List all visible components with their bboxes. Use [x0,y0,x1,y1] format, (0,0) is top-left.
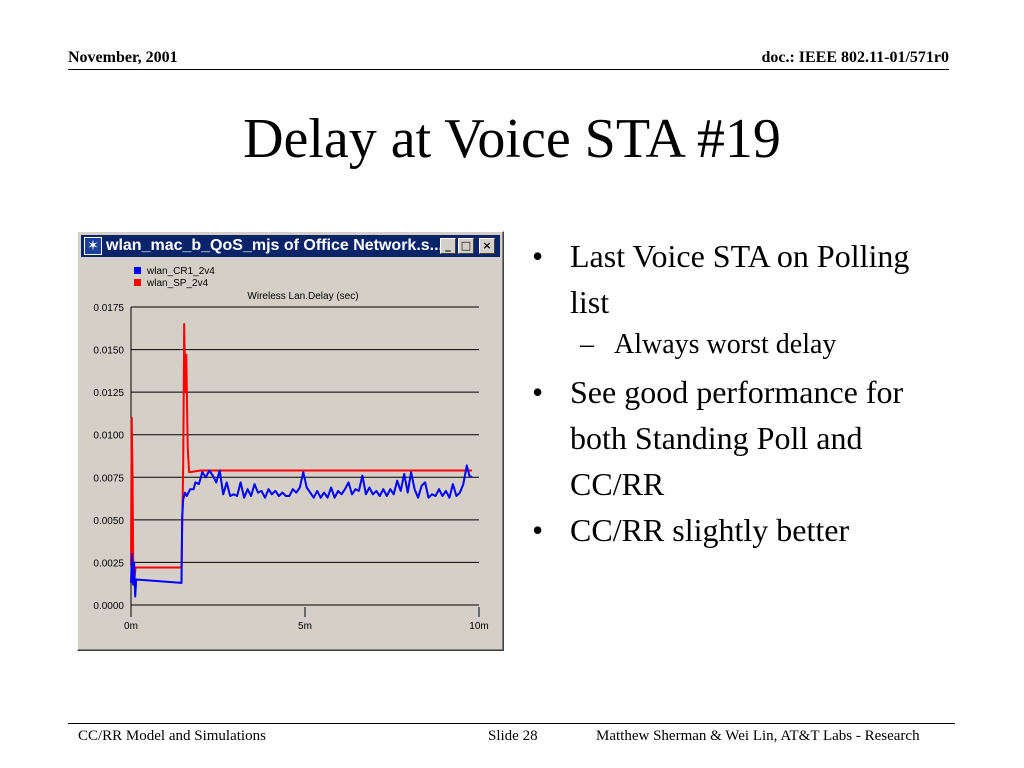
series-line-wlan_CR1_2v4 [130,464,473,598]
footer-rule [68,723,955,724]
y-tick-label: 0.0125 [93,388,124,399]
bullet-text: See good performance for both Standing P… [570,374,904,502]
minimize-button[interactable]: _ [440,238,456,254]
bullet-dot: • [532,512,544,548]
graph-panel: wlan_CR1_2v4 wlan_SP_2v4 Wireless Lan.Del… [81,259,500,647]
footer-slide-number: Slide 28 [488,728,538,744]
legend-swatch [134,279,141,286]
legend-label: wlan_CR1_2v4 [146,266,215,277]
header-date: November, 2001 [68,49,178,66]
window-title: wlan_mac_b_QoS_mjs of Office Network.s..… [106,237,443,254]
close-button[interactable]: × [479,238,495,254]
y-tick-label: 0.0075 [93,473,124,484]
bullet-list: • Last Voice STA on Polling list – Always w… [532,233,952,553]
slide-title: Delay at Voice STA #19 [243,108,781,170]
bullet-dot: • [532,374,544,410]
y-tick-label: 0.0175 [93,303,124,314]
bullet-item: • CC/RR slightly better [532,507,952,553]
opnet-graph-window[interactable]: ✶ wlan_mac_b_QoS_mjs of Office Network.s… [77,231,504,651]
header-doc-number: doc.: IEEE 802.11-01/571r0 [761,49,949,66]
y-tick-label: 0.0025 [93,558,124,569]
sub-bullet-dash: – [580,329,594,360]
bullet-text: Last Voice STA on Polling list [570,238,910,320]
bullet-dot: • [532,238,544,274]
opnet-star-icon[interactable]: ✶ [84,237,102,255]
y-tick-label: 0.0000 [93,601,124,612]
bullet-item: • See good performance for both Standing … [532,369,952,507]
y-tick-label: 0.0050 [93,516,124,527]
chart-title: Wireless Lan.Delay (sec) [247,291,358,302]
legend-label: wlan_SP_2v4 [146,278,209,289]
sub-bullet-item: – Always worst delay [532,325,952,365]
footer-authors: Matthew Sherman & Wei Lin, AT&T Labs - R… [596,728,920,744]
y-tick-label: 0.0100 [93,431,124,442]
bullet-item: • Last Voice STA on Polling list [532,233,952,325]
x-tick-label: 10m [469,621,488,632]
y-tick-label: 0.0150 [93,346,124,357]
footer-title: CC/RR Model and Simulations [78,728,266,744]
window-titlebar[interactable]: ✶ wlan_mac_b_QoS_mjs of Office Network.s… [81,235,500,257]
bullet-text: CC/RR slightly better [570,512,850,548]
x-tick-label: 0m [124,621,138,632]
x-tick-label: 5m [298,621,312,632]
sub-bullet-text: Always worst delay [614,329,837,360]
maximize-button[interactable]: □ [458,238,474,254]
header-rule [68,69,949,70]
legend-swatch [134,267,141,274]
